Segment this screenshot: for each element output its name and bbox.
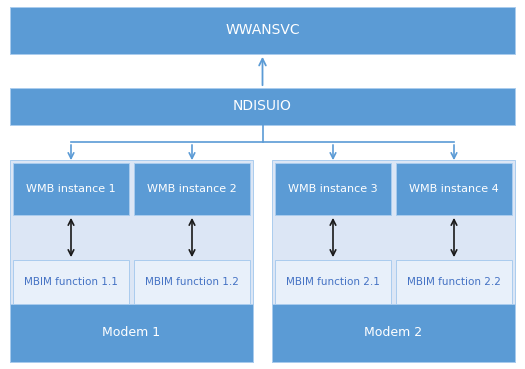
Bar bbox=[10, 304, 253, 362]
Bar bbox=[396, 163, 512, 215]
Bar bbox=[13, 260, 129, 304]
Bar bbox=[275, 163, 391, 215]
Bar bbox=[275, 260, 391, 304]
Text: MBIM function 2.2: MBIM function 2.2 bbox=[407, 277, 501, 287]
Bar bbox=[10, 88, 515, 125]
Bar bbox=[13, 163, 129, 215]
Text: MBIM function 1.2: MBIM function 1.2 bbox=[145, 277, 239, 287]
Text: WMB instance 4: WMB instance 4 bbox=[409, 184, 499, 194]
Text: WWANSVC: WWANSVC bbox=[225, 24, 300, 38]
Bar bbox=[272, 160, 515, 362]
Bar bbox=[10, 7, 515, 54]
Bar bbox=[10, 160, 253, 362]
Bar bbox=[134, 163, 250, 215]
Text: WMB instance 1: WMB instance 1 bbox=[26, 184, 116, 194]
Bar bbox=[272, 304, 515, 362]
Text: NDISUIO: NDISUIO bbox=[233, 100, 292, 114]
Text: Modem 1: Modem 1 bbox=[102, 327, 161, 339]
Text: Modem 2: Modem 2 bbox=[364, 327, 423, 339]
Text: WMB instance 3: WMB instance 3 bbox=[288, 184, 378, 194]
Bar bbox=[396, 260, 512, 304]
Bar bbox=[134, 260, 250, 304]
Text: MBIM function 2.1: MBIM function 2.1 bbox=[286, 277, 380, 287]
Text: WMB instance 2: WMB instance 2 bbox=[147, 184, 237, 194]
Text: MBIM function 1.1: MBIM function 1.1 bbox=[24, 277, 118, 287]
